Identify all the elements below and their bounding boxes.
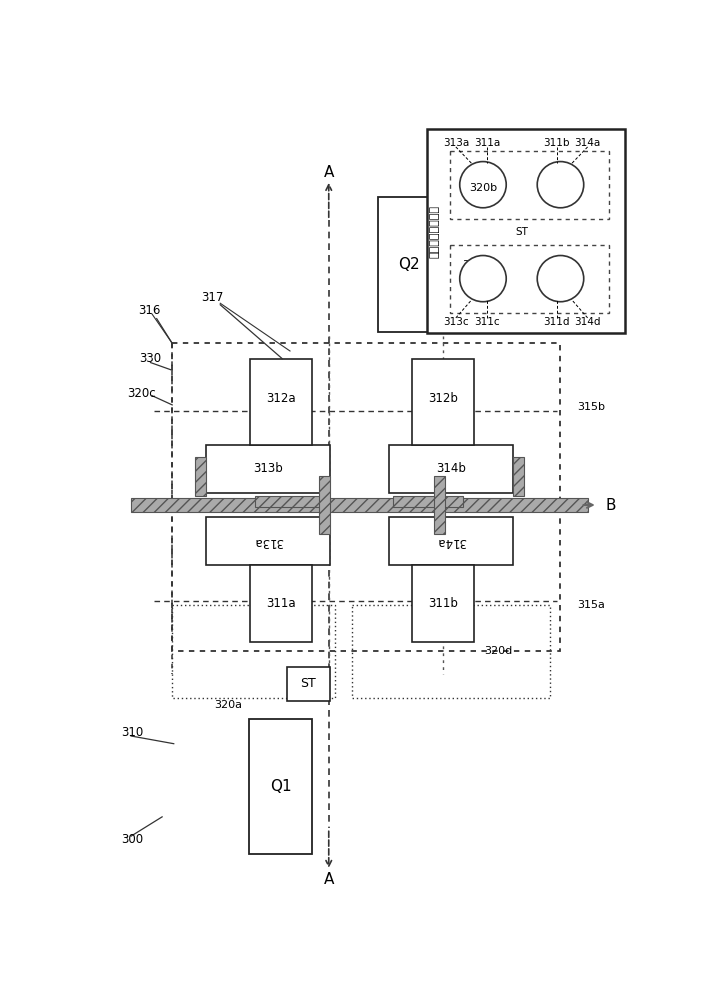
Text: 313c: 313c xyxy=(443,317,469,327)
Text: 311c: 311c xyxy=(474,317,500,327)
Bar xyxy=(427,129,624,333)
Text: 320d: 320d xyxy=(484,646,512,656)
Bar xyxy=(255,496,325,507)
Text: 312b: 312b xyxy=(428,392,458,405)
Circle shape xyxy=(459,256,506,302)
Text: 311a: 311a xyxy=(474,138,500,148)
Text: 320b: 320b xyxy=(462,260,490,270)
Circle shape xyxy=(537,256,583,302)
Text: 313b: 313b xyxy=(253,462,283,475)
Text: 311b: 311b xyxy=(543,138,570,148)
Bar xyxy=(389,445,513,493)
Bar xyxy=(249,719,312,854)
Circle shape xyxy=(459,162,506,208)
Bar xyxy=(389,517,513,565)
Bar xyxy=(352,605,549,698)
Text: 316: 316 xyxy=(138,304,160,317)
Text: ST: ST xyxy=(515,227,528,237)
Text: 312a: 312a xyxy=(266,392,295,405)
Bar xyxy=(206,517,331,565)
Bar xyxy=(513,457,524,496)
Text: 314b: 314b xyxy=(436,462,466,475)
Text: 320c: 320c xyxy=(127,387,156,400)
Text: Q2: Q2 xyxy=(399,257,420,272)
Bar xyxy=(450,245,610,312)
Bar xyxy=(393,496,463,507)
Text: Q1: Q1 xyxy=(270,779,292,794)
Text: ST: ST xyxy=(300,677,316,690)
Text: 300: 300 xyxy=(121,833,143,846)
Bar xyxy=(434,476,445,534)
Text: 314a: 314a xyxy=(574,138,600,148)
Bar xyxy=(250,565,312,642)
Bar xyxy=(413,565,474,642)
Text: 311a: 311a xyxy=(266,597,295,610)
Text: 315a: 315a xyxy=(577,600,605,610)
Bar xyxy=(250,359,312,445)
Bar xyxy=(131,498,588,512)
Text: A: A xyxy=(324,872,334,887)
Text: 311d: 311d xyxy=(543,317,570,327)
Bar xyxy=(445,197,507,332)
Text: 314d: 314d xyxy=(574,317,601,327)
Bar xyxy=(378,197,440,332)
Text: 313a: 313a xyxy=(253,535,283,548)
Text: 320a: 320a xyxy=(214,700,242,710)
Bar xyxy=(450,151,610,219)
Circle shape xyxy=(537,162,583,208)
Text: 315b: 315b xyxy=(577,402,605,412)
Bar xyxy=(172,605,335,698)
Bar xyxy=(287,667,329,701)
Text: 311b: 311b xyxy=(428,597,458,610)
Text: 320b: 320b xyxy=(469,183,498,193)
Bar xyxy=(195,457,206,496)
Text: B: B xyxy=(605,497,616,512)
Text: 330: 330 xyxy=(139,352,161,365)
Text: 313a: 313a xyxy=(442,138,469,148)
Bar xyxy=(206,445,331,493)
Text: A: A xyxy=(324,165,334,180)
Text: 入口端的轴向视图: 入口端的轴向视图 xyxy=(430,205,440,258)
Text: 310: 310 xyxy=(121,726,143,739)
Text: 314a: 314a xyxy=(436,535,466,548)
Bar xyxy=(319,476,331,534)
Bar xyxy=(172,343,560,651)
Bar xyxy=(413,359,474,445)
Text: 317: 317 xyxy=(201,291,224,304)
